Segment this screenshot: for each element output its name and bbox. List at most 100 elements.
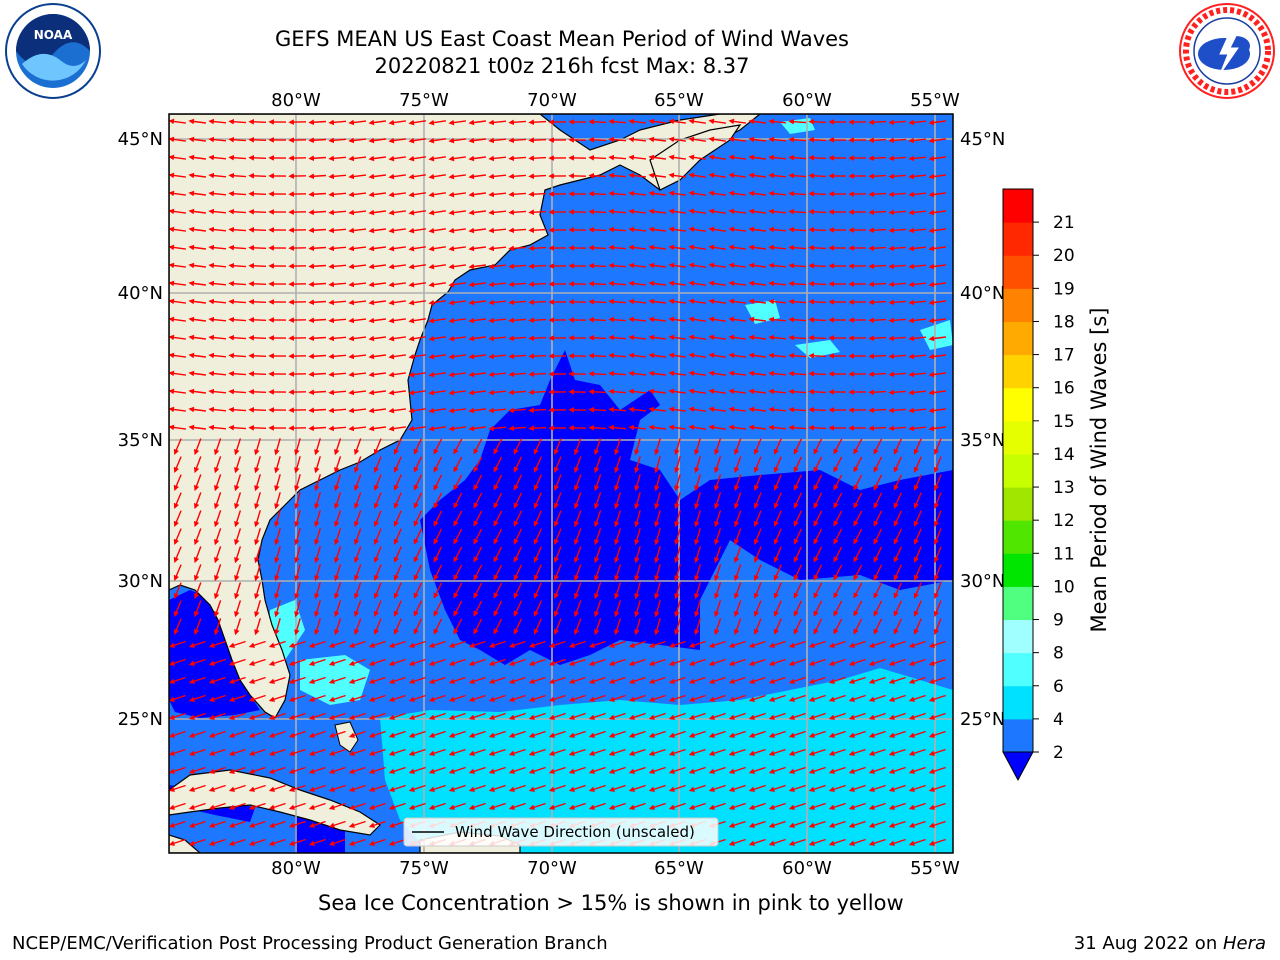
wind-wave-arrow: [468, 263, 486, 270]
colorbar-segment: [1003, 255, 1033, 289]
lat-label-right-45n: 45°N: [960, 129, 1005, 150]
wind-wave-arrow: [853, 528, 863, 545]
wind-wave-arrow: [528, 227, 547, 234]
wind-wave-arrow: [668, 244, 686, 251]
lon-label-top-80w: 80°W: [271, 90, 321, 111]
wind-wave-arrow: [773, 564, 782, 581]
wind-wave-arrow: [628, 172, 647, 179]
wind-wave-arrow: [668, 226, 686, 233]
wind-wave-arrow: [573, 492, 582, 510]
wind-wave-arrow: [614, 492, 622, 510]
wind-wave-arrow: [169, 406, 186, 413]
wind-wave-arrow: [208, 388, 227, 395]
wind-wave-arrow: [408, 299, 427, 306]
wind-wave-arrow: [728, 154, 746, 161]
wind-wave-arrow: [608, 334, 627, 341]
wind-wave-arrow: [228, 388, 247, 395]
wind-wave-arrow: [193, 456, 202, 474]
wind-wave-arrow: [334, 492, 342, 510]
colorbar-segment: [1003, 718, 1033, 753]
wind-wave-arrow: [513, 456, 523, 473]
wind-wave-arrow: [588, 280, 607, 287]
wind-wave-arrow: [528, 137, 547, 144]
wind-wave-arrow: [368, 281, 386, 288]
land-bahamas: [334, 721, 359, 753]
wind-wave-arrow: [468, 119, 486, 126]
wind-wave-arrow: [553, 546, 562, 563]
wind-wave-arrow: [928, 263, 946, 270]
wind-wave-arrow: [748, 118, 766, 125]
wind-wave-arrow: [808, 190, 827, 197]
lat-label-left-40n: 40°N: [118, 283, 163, 304]
wind-wave-arrow: [528, 317, 547, 324]
wind-wave-arrow: [488, 119, 507, 126]
wind-wave-arrow: [573, 528, 582, 546]
wind-wave-arrow: [353, 474, 362, 492]
wind-wave-arrow: [773, 510, 782, 527]
wind-wave-arrow: [808, 208, 827, 215]
wind-wave-arrow: [248, 245, 267, 251]
wind-wave-arrow: [748, 208, 766, 215]
wind-wave-arrow: [294, 474, 301, 492]
wind-wave-arrow: [528, 425, 547, 432]
wind-wave-arrow: [708, 388, 727, 395]
wind-wave-arrow: [488, 281, 507, 288]
wind-wave-arrow: [368, 425, 386, 432]
wind-wave-arrow: [733, 564, 742, 582]
wind-wave-arrow: [373, 438, 382, 455]
wind-wave-arrow: [328, 209, 347, 216]
wind-wave-arrow: [813, 474, 823, 491]
wind-wave-arrow: [393, 474, 402, 491]
wind-wave-arrow: [908, 155, 927, 162]
wind-wave-arrow: [628, 424, 647, 431]
wind-wave-arrow: [908, 119, 927, 126]
wind-wave-arrow: [208, 208, 227, 215]
wind-wave-arrow: [928, 173, 946, 180]
wind-wave-arrow: [674, 474, 681, 492]
wind-wave-arrow: [169, 262, 186, 269]
wind-wave-arrow: [708, 154, 727, 161]
wind-wave-arrow: [188, 172, 206, 179]
wind-wave-arrow: [688, 352, 707, 359]
wind-wave-arrow: [493, 438, 503, 455]
wind-wave-arrow: [913, 510, 922, 527]
wind-wave-arrow: [228, 136, 247, 143]
wind-wave-arrow: [908, 335, 927, 342]
wind-wave-arrow: [628, 406, 647, 413]
wind-wave-arrow: [788, 190, 807, 197]
wind-wave-arrow: [668, 388, 686, 395]
wind-wave-arrow: [294, 546, 301, 564]
wind-wave-arrow: [648, 262, 666, 269]
wind-wave-arrow: [508, 281, 527, 288]
wind-wave-arrow: [888, 317, 907, 324]
wind-wave-arrow: [348, 317, 367, 324]
wind-wave-arrow: [393, 546, 402, 563]
wind-wave-arrow: [708, 280, 727, 287]
low-period-region-gulf: [169, 590, 260, 718]
wind-wave-arrow: [508, 407, 527, 414]
wind-wave-arrow: [388, 137, 406, 144]
wind-wave-arrow: [208, 262, 227, 269]
wind-wave-arrow: [594, 546, 602, 564]
wind-wave-arrow: [728, 190, 746, 197]
wind-wave-arrow: [248, 335, 267, 341]
wind-wave-arrow: [533, 564, 542, 581]
wind-wave-arrow: [448, 137, 466, 144]
wind-wave-arrow: [768, 334, 787, 341]
wind-wave-arrow: [208, 226, 227, 233]
wind-wave-arrow: [928, 353, 946, 360]
wind-wave-arrow: [808, 352, 827, 359]
wind-wave-arrow: [648, 190, 666, 197]
wind-wave-arrow: [314, 438, 321, 456]
wind-wave-arrow: [853, 492, 863, 509]
wind-wave-arrow: [608, 370, 627, 377]
wind-wave-arrow: [634, 456, 641, 474]
wind-wave-arrow: [413, 564, 423, 581]
wind-wave-arrow: [714, 474, 722, 492]
wind-wave-arrow: [813, 528, 823, 545]
wind-wave-arrow: [748, 370, 766, 377]
wind-wave-arrow: [808, 226, 827, 233]
wind-wave-arrow: [913, 456, 922, 473]
wind-wave-arrow: [833, 456, 843, 473]
